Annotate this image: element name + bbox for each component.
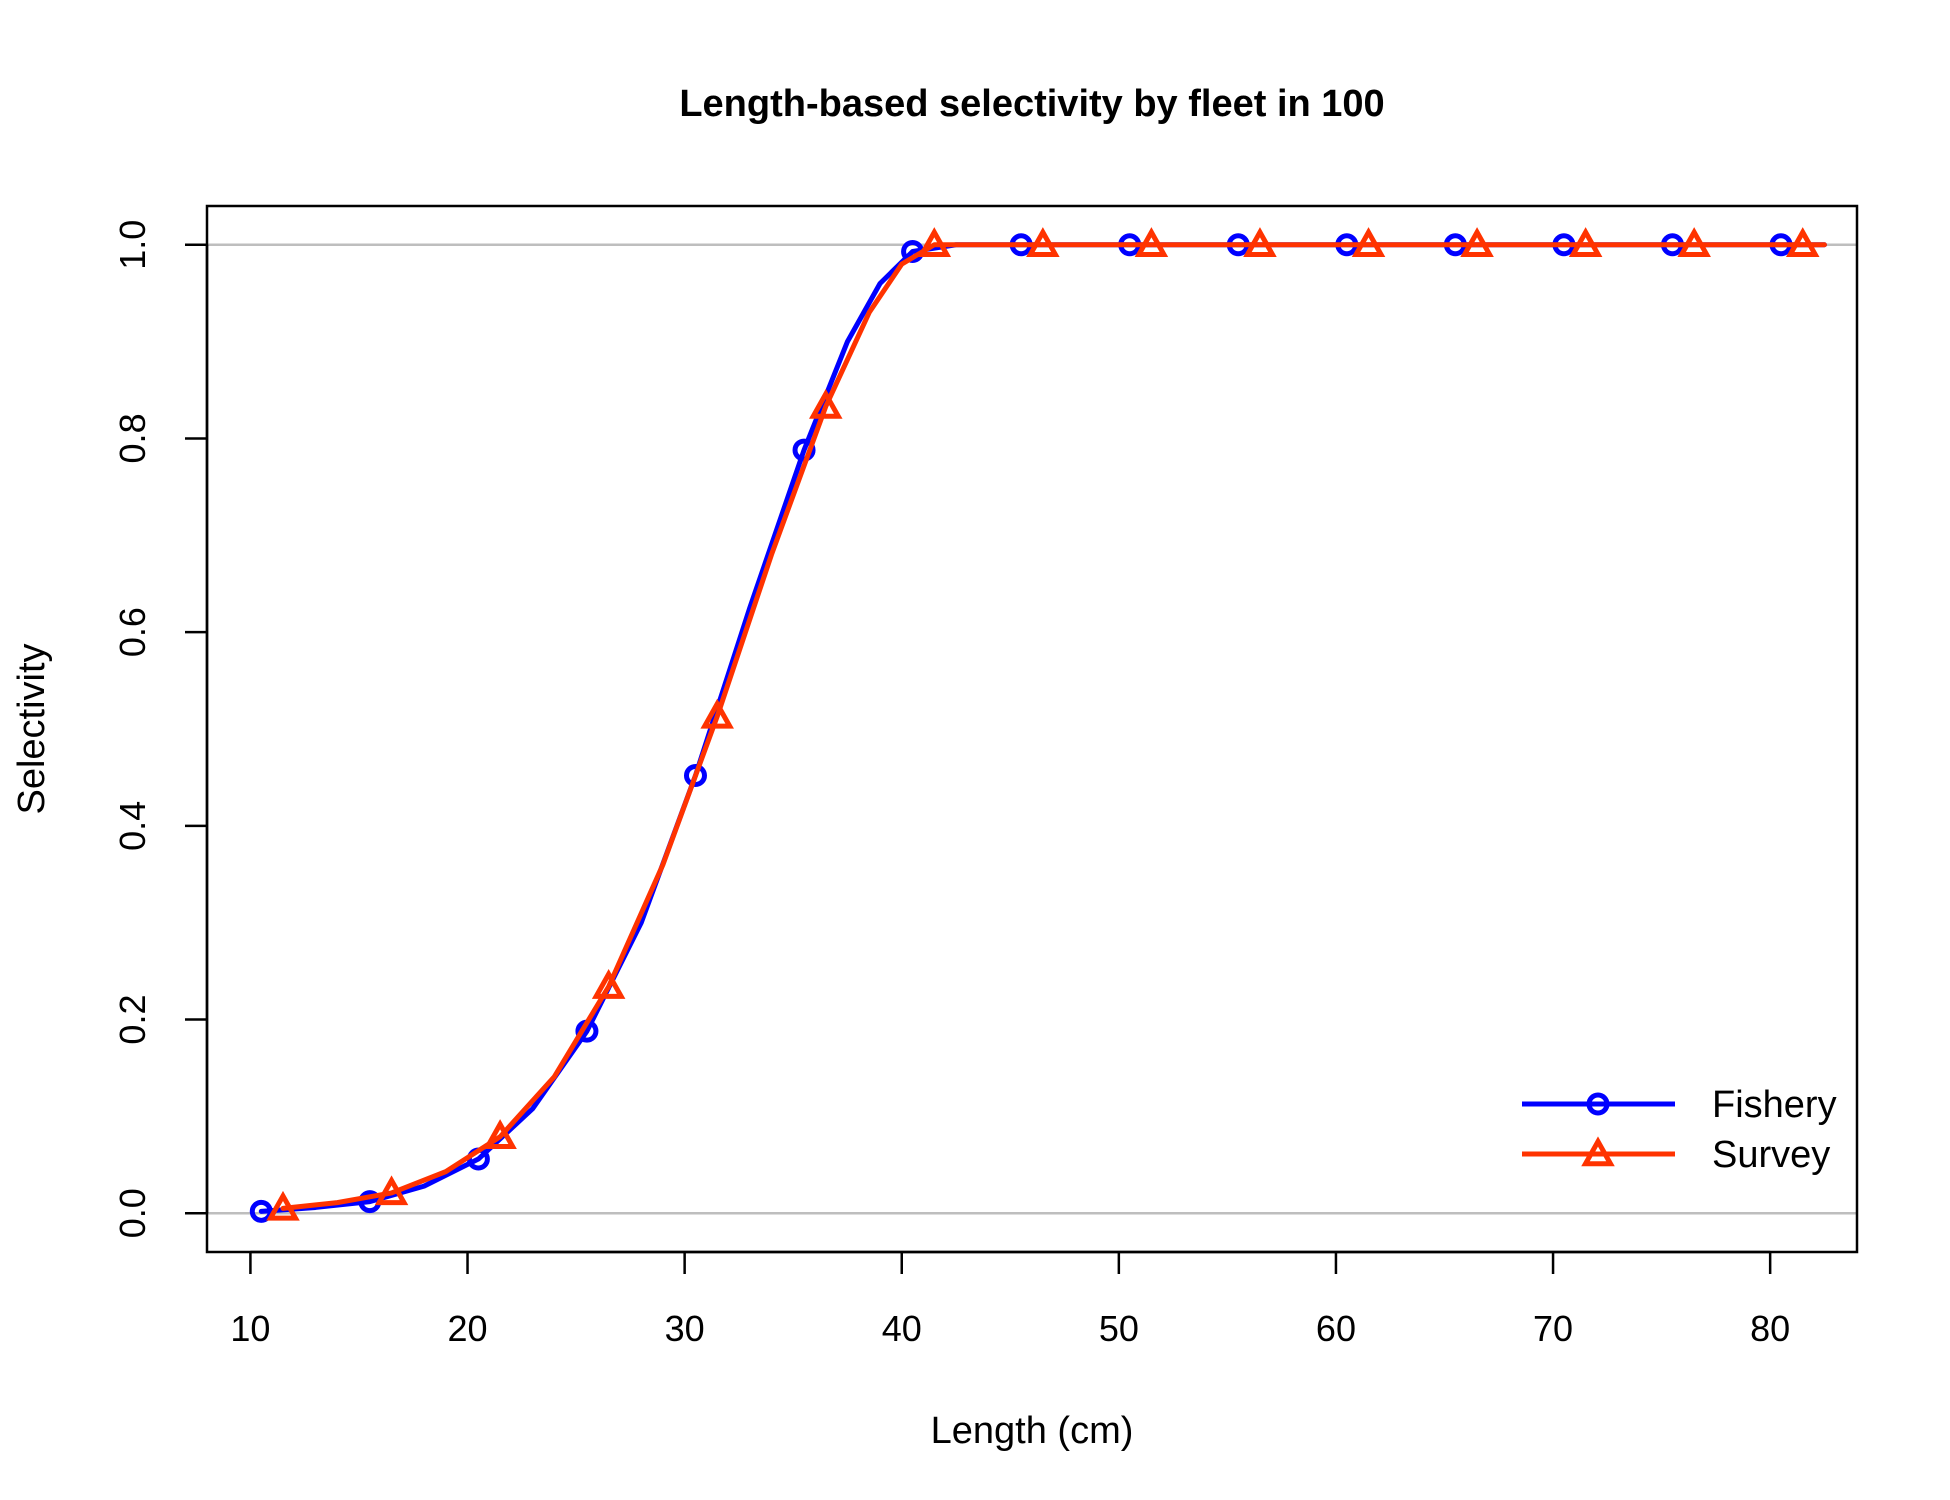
survey-point [1351,227,1386,257]
x-tick-label: 60 [1316,1308,1356,1349]
y-tick-label: 0.0 [112,1188,153,1238]
x-axis-label: Length (cm) [931,1410,1134,1452]
legend-label: Fishery [1712,1084,1837,1126]
series-fishery [249,233,1827,1223]
y-tick-label: 1.0 [112,220,153,270]
x-tick-label: 20 [448,1308,488,1349]
survey-point [1785,227,1820,257]
series-survey [266,227,1827,1221]
legend-marker [1581,1136,1615,1167]
survey-point [700,698,734,729]
plot-frame [205,204,1859,1254]
fishery-point [249,1199,273,1223]
survey-point [808,388,843,419]
survey-point [1243,227,1277,257]
survey-point [483,1119,517,1149]
survey-point [1460,227,1494,257]
y-axis: 0.0 0.2 0.4 0.6 0.8 1.0 [112,220,209,1238]
y-axis-label: Selectivity [11,643,53,814]
y-tick-label: 0.4 [112,801,153,851]
fishery-point [683,763,707,787]
chart-title: Length-based selectivity by fleet in 100 [679,83,1384,125]
survey-point [1026,227,1060,257]
legend-label: Survey [1712,1134,1830,1176]
y-tick-label: 0.8 [112,413,153,463]
y-tick-label: 0.2 [112,995,153,1045]
x-axis: 10 20 30 40 50 60 70 80 [230,1250,1790,1349]
legend-item-survey: Survey [1522,1134,1830,1176]
legend: Fishery Survey [1522,1084,1837,1176]
legend-item-fishery: Fishery [1522,1084,1837,1126]
reference-lines [207,243,1857,1215]
x-tick-label: 10 [230,1308,270,1349]
legend-marker [1586,1092,1610,1116]
fishery-line [258,242,1827,1214]
x-tick-label: 80 [1750,1308,1790,1349]
y-tick-label: 0.6 [112,607,153,657]
x-tick-label: 50 [1099,1308,1139,1349]
survey-point [374,1175,409,1206]
survey-line [280,242,1827,1211]
x-tick-label: 40 [882,1308,922,1349]
x-tick-label: 30 [665,1308,705,1349]
x-tick-label: 70 [1533,1308,1573,1349]
survey-point [266,1190,300,1221]
survey-point [1568,227,1603,257]
survey-point [1134,227,1169,257]
survey-point [917,227,952,257]
series-layer [249,227,1827,1223]
survey-point [1677,227,1711,257]
survey-point [591,969,626,999]
